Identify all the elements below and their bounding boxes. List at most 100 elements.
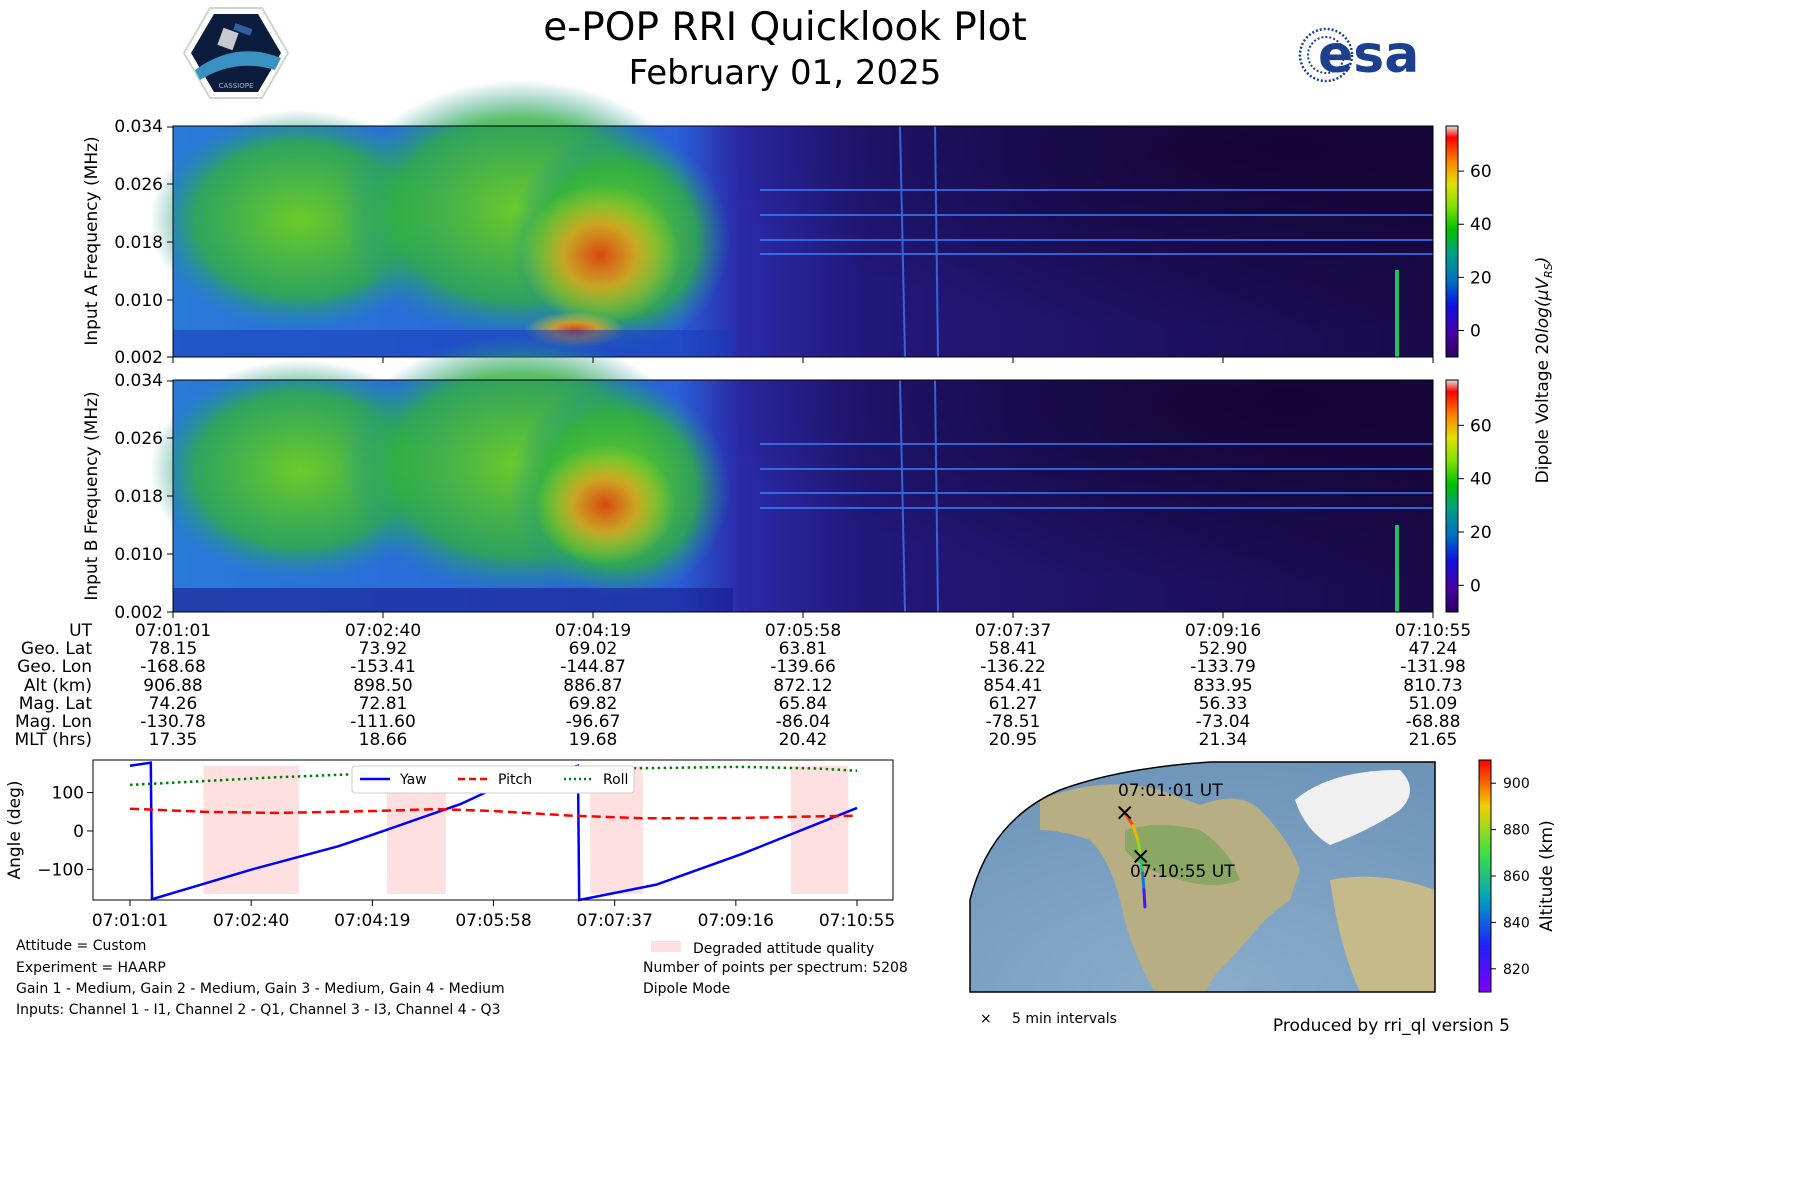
page-date: February 01, 2025 bbox=[629, 53, 942, 93]
series-roll bbox=[129, 765, 858, 787]
spec-a-ylabel: Input A Frequency (MHz) bbox=[82, 136, 102, 345]
ephemeris-cell: 58.41 bbox=[989, 639, 1038, 659]
legend-pitch: Pitch bbox=[498, 772, 532, 788]
attitude-xtick-label: 07:01:01 bbox=[92, 911, 168, 931]
ephemeris-cell: 810.73 bbox=[1403, 676, 1462, 696]
ephemeris-row-label: MLT (hrs) bbox=[15, 730, 92, 750]
track-segment bbox=[1136, 838, 1143, 858]
ephemeris-cell: -153.41 bbox=[350, 657, 416, 677]
cassiope-logo: CASSIOPE bbox=[182, 7, 290, 99]
track-segment bbox=[1139, 854, 1145, 875]
ephemeris-cell: 07:10:55 bbox=[1395, 621, 1471, 641]
ephemeris-cell: 872.12 bbox=[773, 676, 832, 696]
ephemeris-cell: 63.81 bbox=[779, 639, 828, 659]
attitude-plot: 100 0 −100 07:01:01 07:02:40 07:04:19 07:05:58… bbox=[5, 759, 895, 931]
degraded-interval bbox=[203, 766, 299, 894]
ephemeris-cell: 18.66 bbox=[359, 730, 408, 750]
ephemeris-cell: 73.92 bbox=[359, 639, 408, 659]
ephemeris-cell: -131.98 bbox=[1400, 657, 1466, 677]
spec-b-ytick: 0.010 bbox=[114, 545, 163, 565]
altitude-colorbar-tick-label: 880 bbox=[1503, 823, 1530, 839]
attitude-xtick-label: 07:05:58 bbox=[455, 911, 531, 931]
spectrogram-a-y-axis: 0.034 0.026 0.018 0.010 0.002 bbox=[114, 117, 173, 368]
spec-b-ytick: 0.002 bbox=[114, 603, 163, 623]
ephemeris-cell: 906.88 bbox=[143, 676, 202, 696]
footer-credit: Produced by rri_ql version 5 bbox=[1273, 1016, 1510, 1036]
ephemeris-cell: -130.78 bbox=[140, 712, 206, 732]
spec-a-ytick: 0.026 bbox=[114, 175, 163, 195]
degraded-swatch bbox=[651, 941, 681, 952]
series-yaw bbox=[129, 761, 858, 902]
ephemeris-cell: 898.50 bbox=[353, 676, 412, 696]
esa-logo: esa bbox=[1298, 25, 1419, 85]
attitude-ytick-label: 0 bbox=[73, 822, 84, 842]
ephemeris-cell: 07:05:58 bbox=[765, 621, 841, 641]
ephemeris-cell: -139.66 bbox=[770, 657, 836, 677]
colorbar-tick-label: 0 bbox=[1470, 321, 1481, 341]
dipole-mode: Dipole Mode bbox=[643, 981, 730, 997]
ephemeris-cell: 52.90 bbox=[1199, 639, 1248, 659]
colorbar-tick-label: 20 bbox=[1470, 268, 1492, 288]
spectrogram-a bbox=[150, 80, 1434, 358]
page-title: e-POP RRI Quicklook Plot bbox=[543, 5, 1027, 50]
info-attitude: Attitude = Custom bbox=[16, 938, 146, 954]
track-segment bbox=[1142, 888, 1147, 909]
attitude-xtick-label: 07:10:55 bbox=[819, 911, 895, 931]
spec-b-ytick: 0.026 bbox=[114, 429, 163, 449]
ephemeris-cell: 74.26 bbox=[149, 694, 198, 714]
ephemeris-cell: 65.84 bbox=[779, 694, 828, 714]
info-right: Degraded attitude quality Number of poin… bbox=[643, 941, 908, 997]
ephemeris-cell: 886.87 bbox=[563, 676, 622, 696]
ephemeris-cell: 61.27 bbox=[989, 694, 1038, 714]
ephemeris-cell: 07:01:01 bbox=[135, 621, 211, 641]
map-legend-marker: × bbox=[980, 1011, 992, 1027]
ephemeris-cell: 72.81 bbox=[359, 694, 408, 714]
ephemeris-cell: 21.65 bbox=[1409, 730, 1458, 750]
altitude-colorbar-tick-label: 840 bbox=[1503, 915, 1530, 931]
map-legend-text: 5 min intervals bbox=[1012, 1011, 1117, 1027]
track-start-label: 07:01:01 UT bbox=[1118, 781, 1223, 801]
colorbar-tick-label: 0 bbox=[1470, 576, 1481, 596]
ephemeris-cell: 07:07:37 bbox=[975, 621, 1051, 641]
ephemeris-cell: -68.88 bbox=[1406, 712, 1461, 732]
ephemeris-cell: 69.82 bbox=[569, 694, 618, 714]
attitude-ytick-label: 100 bbox=[52, 784, 84, 804]
ephemeris-cell: -86.04 bbox=[776, 712, 831, 732]
ephemeris-cell: -144.87 bbox=[560, 657, 626, 677]
spectrogram-b bbox=[150, 335, 1434, 613]
ephemeris-row-label: Mag. Lon bbox=[15, 712, 92, 732]
attitude-legend: Yaw Pitch Roll bbox=[351, 765, 635, 794]
spec-b-ytick: 0.034 bbox=[114, 371, 163, 391]
orbit-map: 07:01:01 UT 07:10:55 UT bbox=[969, 761, 1436, 993]
ephemeris-cell: 78.15 bbox=[149, 639, 198, 659]
ephemeris-cell: 56.33 bbox=[1199, 694, 1248, 714]
ephemeris-cell: -133.79 bbox=[1190, 657, 1256, 677]
attitude-ylabel: Angle (deg) bbox=[5, 780, 25, 879]
attitude-xtick-label: 07:07:37 bbox=[576, 911, 652, 931]
attitude-xtick-label: 07:04:19 bbox=[334, 911, 410, 931]
ephemeris-cell: 07:09:16 bbox=[1185, 621, 1261, 641]
track-start-marker bbox=[1118, 805, 1132, 820]
spec-b-ylabel: Input B Frequency (MHz) bbox=[82, 391, 102, 600]
ephemeris-cell: -168.68 bbox=[140, 657, 206, 677]
ephemeris-cell: 17.35 bbox=[149, 730, 198, 750]
ephemeris-cell: 20.42 bbox=[779, 730, 828, 750]
ephemeris-row-label: Alt (km) bbox=[24, 676, 92, 696]
colorbar-b: 0 20 40 60 bbox=[1445, 379, 1492, 613]
altitude-colorbar-label: Altitude (km) bbox=[1537, 820, 1557, 932]
spectrogram-b-y-axis: 0.034 0.026 0.018 0.010 0.002 bbox=[114, 371, 173, 623]
info-experiment: Experiment = HAARP bbox=[16, 960, 166, 976]
spec-a-ytick: 0.010 bbox=[114, 291, 163, 311]
legend-yaw: Yaw bbox=[399, 772, 427, 788]
colorbar-a: 0 20 40 60 bbox=[1445, 125, 1492, 358]
info-gains: Gain 1 - Medium, Gain 2 - Medium, Gain 3… bbox=[16, 981, 505, 997]
track-end-label: 07:10:55 UT bbox=[1130, 862, 1235, 882]
track-segment bbox=[1141, 871, 1146, 892]
track-segment bbox=[1131, 824, 1140, 842]
attitude-xtick-label: 07:09:16 bbox=[698, 911, 774, 931]
ephemeris-cell: 19.68 bbox=[569, 730, 618, 750]
spec-a-ytick: 0.018 bbox=[114, 233, 163, 253]
colorbar-tick-label: 60 bbox=[1470, 162, 1492, 182]
